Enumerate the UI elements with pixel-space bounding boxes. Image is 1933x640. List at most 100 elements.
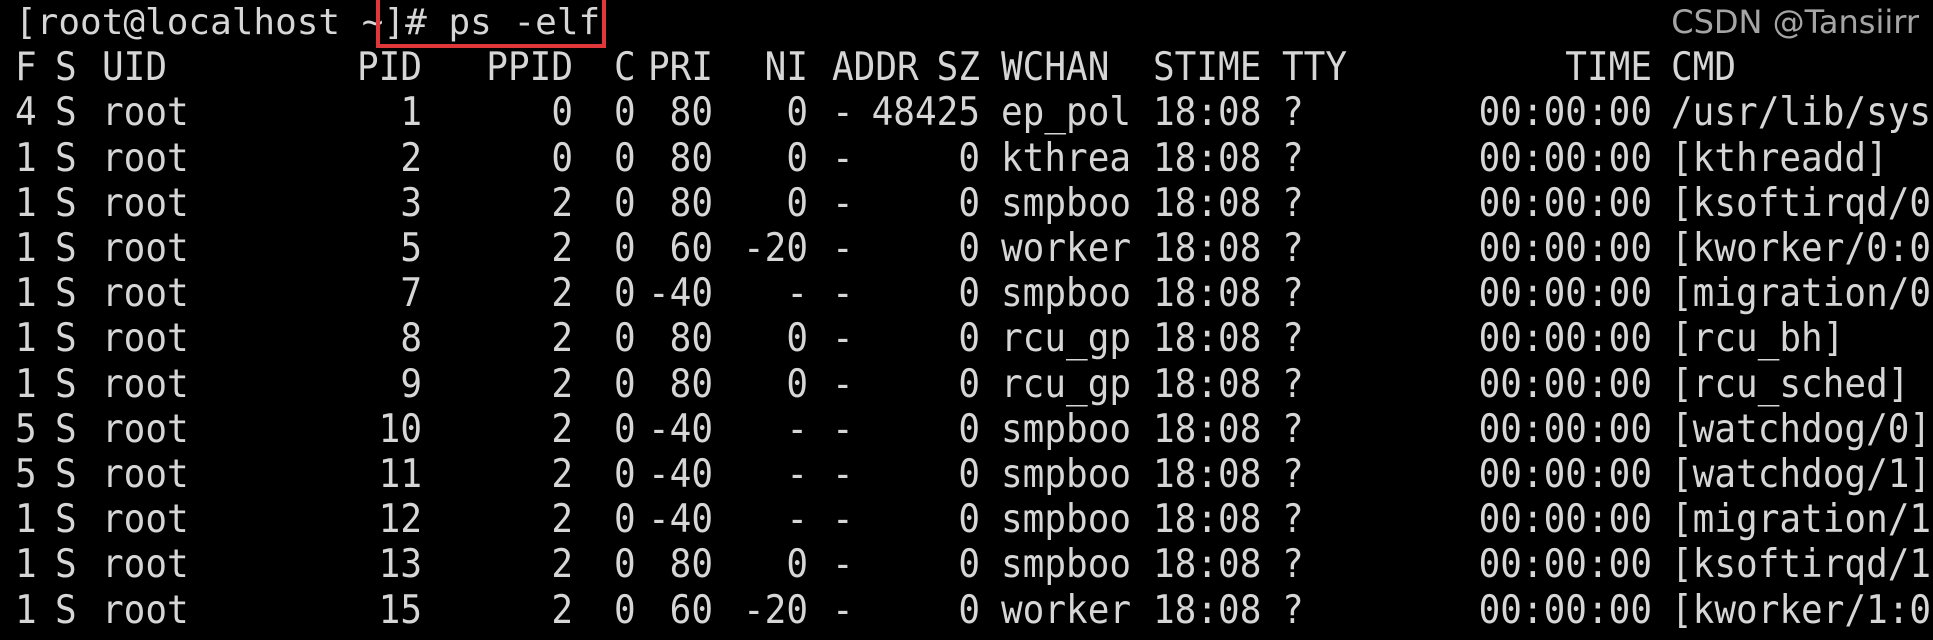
cell-sz: 0 — [958, 542, 980, 588]
cell-time: 00:00:00 — [1478, 271, 1652, 316]
cell-c: C — [614, 45, 636, 90]
cell-time: 00:00:00 — [1478, 587, 1652, 633]
cell-c: 0 — [614, 497, 636, 542]
cell-cmd: [rcu_bh] — [1671, 316, 1845, 362]
cell-pid: 3 — [400, 181, 422, 226]
cell-pid: 2 — [400, 135, 422, 181]
cell-uid: root — [102, 587, 189, 633]
cell-ppid: 2 — [551, 407, 573, 452]
cell-addr: - — [832, 135, 854, 181]
cell-stime: 18:08 — [1153, 226, 1262, 271]
cell-cmd: [ksoftirqd/0 — [1671, 181, 1932, 226]
cell-stime: 18:08 — [1153, 497, 1262, 542]
cell-pid: PID — [356, 45, 422, 90]
cell-ppid: 2 — [551, 181, 573, 226]
cell-s: S — [55, 181, 77, 226]
cell-stime: 18:08 — [1153, 407, 1262, 452]
cell-ppid: 2 — [551, 226, 573, 271]
cell-ppid: 2 — [551, 316, 573, 362]
cell-s: S — [55, 452, 77, 497]
cell-sz: 0 — [958, 316, 980, 362]
cell-ni: 0 — [786, 90, 808, 136]
cell-f: 5 — [15, 407, 37, 452]
cell-pri: 60 — [669, 587, 713, 633]
cell-uid: root — [102, 407, 189, 452]
cell-ni: NI — [764, 45, 808, 90]
cell-sz: 0 — [958, 587, 980, 633]
cell-uid: root — [102, 135, 189, 181]
cell-pri: -40 — [647, 497, 713, 542]
cell-cmd: [watchdog/1] — [1671, 452, 1932, 497]
cell-addr: - — [832, 90, 854, 136]
cell-sz: 48425 — [871, 90, 980, 136]
cell-cmd: [watchdog/0] — [1671, 407, 1932, 452]
cell-ni: -20 — [742, 226, 808, 271]
cell-stime: 18:08 — [1153, 361, 1262, 407]
cell-ppid: 2 — [551, 452, 573, 497]
cell-cmd: [rcu_sched] — [1671, 361, 1910, 407]
cell-ppid: PPID — [486, 45, 573, 90]
cell-f: 1 — [15, 542, 37, 588]
cell-wchan: ep_pol — [1001, 90, 1132, 136]
cell-uid: root — [102, 90, 189, 136]
cell-tty: TTY — [1282, 45, 1348, 90]
cell-ni: 0 — [786, 361, 808, 407]
cell-pid: 7 — [400, 271, 422, 316]
cell-addr: - — [832, 587, 854, 633]
cell-addr: - — [832, 181, 854, 226]
header-row: F S UID PID PPID C PRI NI ADDR SZ WCHAN STIME TTY TIM… — [0, 45, 1933, 90]
cell-time: 00:00:00 — [1478, 135, 1652, 181]
cell-tty: ? — [1282, 135, 1304, 181]
shell-prompt: [root@localhost ~]# ps -elf — [15, 0, 600, 45]
cell-uid: root — [102, 271, 189, 316]
cell-tty: ? — [1282, 587, 1304, 633]
cell-c: 0 — [614, 135, 636, 181]
cell-stime: STIME — [1153, 45, 1262, 90]
cell-c: 0 — [614, 226, 636, 271]
cell-c: 0 — [614, 452, 636, 497]
cell-time: 00:00:00 — [1478, 542, 1652, 588]
cell-pid: 8 — [400, 316, 422, 362]
cell-pri: 80 — [669, 542, 713, 588]
cell-pri: PRI — [647, 45, 713, 90]
cell-tty: ? — [1282, 452, 1304, 497]
cell-s: S — [55, 135, 77, 181]
cell-s: S — [55, 587, 77, 633]
cell-stime: 18:08 — [1153, 452, 1262, 497]
cell-s: S — [55, 407, 77, 452]
cell-pri: 80 — [669, 90, 713, 136]
cell-sz: 0 — [958, 226, 980, 271]
cell-addr: ADDR — [832, 45, 919, 90]
highlight-box — [376, 0, 606, 48]
cell-pid: 15 — [378, 587, 422, 633]
cell-pid: 5 — [400, 226, 422, 271]
cell-wchan: smpboo — [1001, 181, 1132, 226]
cell-c: 0 — [614, 542, 636, 588]
cell-c: 0 — [614, 271, 636, 316]
cell-cmd: [migration/1 — [1671, 497, 1932, 542]
cell-time: 00:00:00 — [1478, 90, 1652, 136]
cell-wchan: rcu_gp — [1001, 316, 1132, 362]
cell-stime: 18:08 — [1153, 181, 1262, 226]
cell-cmd: CMD — [1671, 45, 1737, 90]
cell-tty: ? — [1282, 181, 1304, 226]
cell-wchan: smpboo — [1001, 407, 1132, 452]
cell-addr: - — [832, 542, 854, 588]
cell-time: 00:00:00 — [1478, 226, 1652, 271]
cell-wchan: smpboo — [1001, 497, 1132, 542]
cell-f: 1 — [15, 135, 37, 181]
cell-cmd: [ksoftirqd/1 — [1671, 542, 1932, 588]
cell-time: 00:00:00 — [1478, 407, 1652, 452]
cell-cmd: [kworker/1:0 — [1671, 587, 1932, 633]
cell-f: 4 — [15, 90, 37, 136]
cell-uid: root — [102, 316, 189, 362]
cell-f: 1 — [15, 587, 37, 633]
cell-s: S — [55, 226, 77, 271]
